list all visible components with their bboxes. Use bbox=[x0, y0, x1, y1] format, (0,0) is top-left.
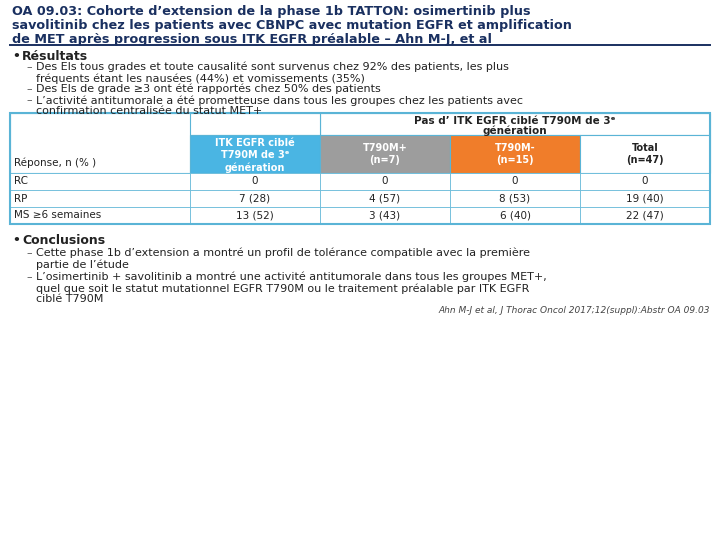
Text: ITK EGFR ciblé
T790M de 3ᵉ
génération
(n=25): ITK EGFR ciblé T790M de 3ᵉ génération (n… bbox=[215, 138, 295, 185]
Bar bbox=[320, 190, 450, 207]
Bar bbox=[580, 135, 710, 173]
Text: 7 (28): 7 (28) bbox=[240, 193, 271, 204]
Text: 3 (43): 3 (43) bbox=[369, 211, 400, 220]
Bar bbox=[320, 173, 450, 190]
Text: L’osimertinib + savolitinib a montré une activité antitumorale dans tous les gro: L’osimertinib + savolitinib a montré une… bbox=[36, 272, 546, 282]
Bar bbox=[10, 173, 190, 190]
Text: L’activité antitumorale a été prometteuse dans tous les groupes chez les patient: L’activité antitumorale a été prometteus… bbox=[36, 95, 523, 105]
Bar bbox=[450, 207, 580, 224]
Text: confirmation centralisée du statut MET+: confirmation centralisée du statut MET+ bbox=[36, 106, 262, 116]
Text: 22 (47): 22 (47) bbox=[626, 211, 664, 220]
Bar bbox=[190, 190, 320, 207]
Bar bbox=[450, 190, 580, 207]
Bar bbox=[580, 173, 710, 190]
Bar bbox=[10, 190, 190, 207]
Text: partie de l’étude: partie de l’étude bbox=[36, 259, 129, 269]
Text: Conclusions: Conclusions bbox=[22, 234, 105, 247]
Text: RP: RP bbox=[14, 193, 27, 204]
Bar bbox=[10, 113, 320, 135]
Bar bbox=[190, 135, 320, 173]
Text: –: – bbox=[26, 84, 32, 94]
Text: 0: 0 bbox=[382, 177, 388, 186]
Text: •: • bbox=[12, 50, 20, 63]
Text: RC: RC bbox=[14, 177, 28, 186]
Text: quel que soit le statut mutationnel EGFR T790M ou le traitement préalable par IT: quel que soit le statut mutationnel EGFR… bbox=[36, 283, 529, 294]
Text: T790M-
(n=15): T790M- (n=15) bbox=[495, 143, 535, 165]
Bar bbox=[450, 135, 580, 173]
Bar bbox=[580, 190, 710, 207]
Text: OA 09.03: Cohorte d’extension de la phase 1b TATTON: osimertinib plus: OA 09.03: Cohorte d’extension de la phas… bbox=[12, 5, 531, 18]
Bar bbox=[10, 113, 190, 173]
Text: génération: génération bbox=[482, 125, 547, 136]
Text: Des EIs tous grades et toute causalité sont survenus chez 92% des patients, les : Des EIs tous grades et toute causalité s… bbox=[36, 62, 509, 72]
Text: T790M+
(n=7): T790M+ (n=7) bbox=[363, 143, 408, 165]
Text: ciblé T790M: ciblé T790M bbox=[36, 294, 104, 304]
Text: fréquents étant les nausées (44%) et vomissements (35%): fréquents étant les nausées (44%) et vom… bbox=[36, 73, 365, 84]
Bar bbox=[450, 173, 580, 190]
Text: 19 (40): 19 (40) bbox=[626, 193, 664, 204]
Text: Cette phase 1b d’extension a montré un profil de tolérance compatible avec la pr: Cette phase 1b d’extension a montré un p… bbox=[36, 248, 530, 259]
Text: 0: 0 bbox=[252, 177, 258, 186]
Text: 0: 0 bbox=[642, 177, 648, 186]
Text: –: – bbox=[26, 272, 32, 282]
Text: Réponse, n (% ): Réponse, n (% ) bbox=[14, 158, 96, 168]
Bar bbox=[190, 207, 320, 224]
Bar bbox=[320, 207, 450, 224]
Bar bbox=[320, 113, 710, 135]
Bar bbox=[10, 207, 190, 224]
Text: MS ≥6 semaines: MS ≥6 semaines bbox=[14, 211, 102, 220]
Text: Ahn M-J et al, J Thorac Oncol 2017;12(suppl):Abstr OA 09.03: Ahn M-J et al, J Thorac Oncol 2017;12(su… bbox=[438, 306, 710, 315]
Text: •: • bbox=[12, 234, 20, 247]
Text: Total
(n=47): Total (n=47) bbox=[626, 143, 664, 165]
Text: 6 (40): 6 (40) bbox=[500, 211, 531, 220]
Text: Résultats: Résultats bbox=[22, 50, 88, 63]
Bar bbox=[10, 113, 710, 224]
Text: 13 (52): 13 (52) bbox=[236, 211, 274, 220]
Text: –: – bbox=[26, 248, 32, 258]
Text: 0: 0 bbox=[512, 177, 518, 186]
Bar bbox=[580, 207, 710, 224]
Text: –: – bbox=[26, 95, 32, 105]
Text: Pas d’ ITK EGFR ciblé T790M de 3ᵉ: Pas d’ ITK EGFR ciblé T790M de 3ᵉ bbox=[414, 116, 616, 126]
Text: 8 (53): 8 (53) bbox=[500, 193, 531, 204]
Bar bbox=[320, 135, 450, 173]
Text: –: – bbox=[26, 62, 32, 72]
Text: savolitinib chez les patients avec CBNPC avec mutation EGFR et amplification: savolitinib chez les patients avec CBNPC… bbox=[12, 19, 572, 32]
Text: Des EIs de grade ≥3 ont été rapportés chez 50% des patients: Des EIs de grade ≥3 ont été rapportés ch… bbox=[36, 84, 381, 94]
Text: 4 (57): 4 (57) bbox=[369, 193, 400, 204]
Bar bbox=[190, 173, 320, 190]
Text: de MET après progression sous ITK EGFR préalable – Ahn M-J, et al: de MET après progression sous ITK EGFR p… bbox=[12, 33, 492, 46]
